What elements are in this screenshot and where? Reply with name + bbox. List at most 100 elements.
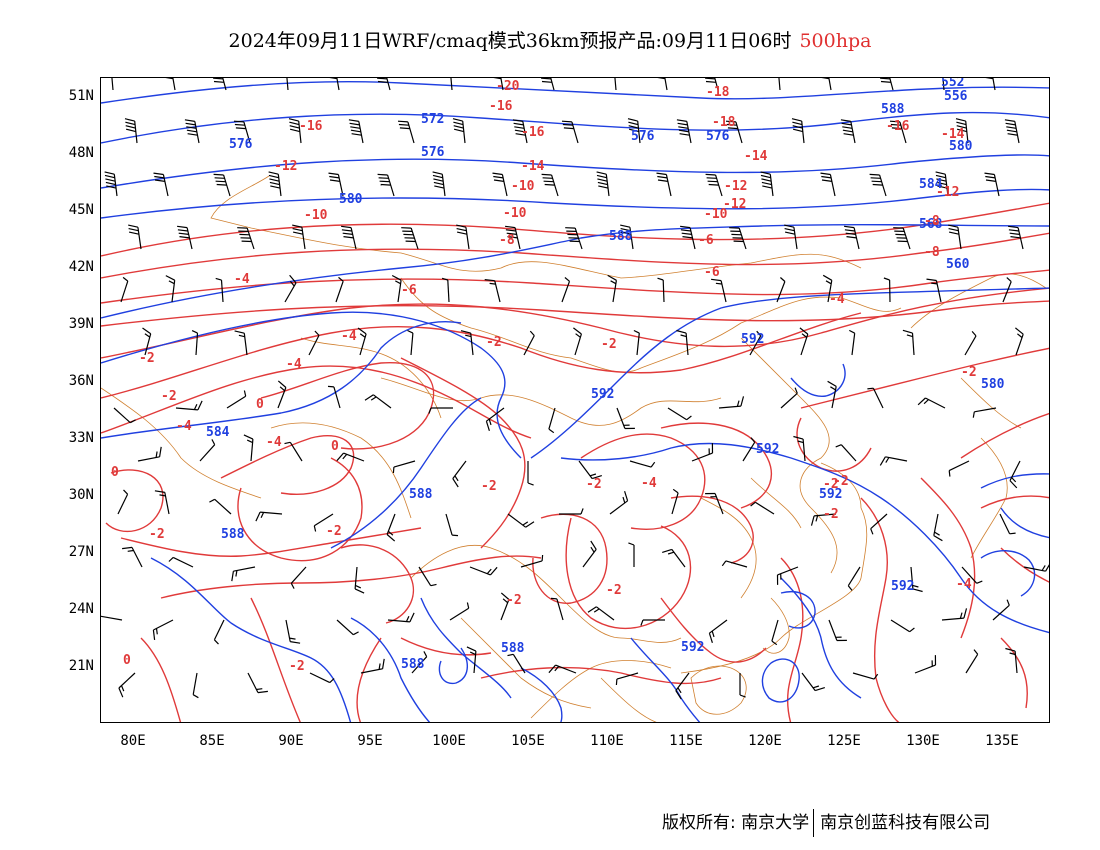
wind-barb	[191, 330, 199, 356]
boundary-line	[910, 273, 1047, 329]
wind-barb	[452, 118, 466, 144]
wind-barb	[128, 224, 142, 250]
longitude-tick-label: 110E	[590, 733, 624, 749]
wind-barb	[213, 78, 227, 91]
height-contour-label: 592	[756, 442, 779, 457]
latitude-tick-label: 39N	[68, 316, 94, 332]
temperature-isotherm	[250, 597, 301, 722]
temperature-contour-label: -2	[326, 524, 342, 539]
temperature-isotherm	[340, 544, 415, 624]
temperature-isotherm	[101, 300, 1049, 327]
temperature-isotherm	[101, 287, 1049, 359]
temperature-contour-label: -6	[401, 283, 417, 298]
wind-barb	[104, 171, 118, 197]
temperature-isotherm	[356, 637, 382, 722]
footer-divider	[813, 809, 815, 837]
wind-barb	[948, 460, 970, 477]
wind-barb	[721, 560, 748, 568]
height-contour-label: 576	[229, 137, 253, 152]
wind-barb	[154, 490, 170, 515]
wind-barb	[469, 566, 498, 576]
temperature-contour-label: -2	[289, 659, 305, 674]
wind-barb	[742, 437, 756, 462]
wind-barb	[335, 276, 344, 303]
height-contour	[101, 223, 1049, 319]
height-contour-label: 592	[891, 579, 914, 594]
height-contour-label: 580	[981, 377, 1005, 392]
wind-barb	[1015, 327, 1024, 356]
wind-barb	[329, 78, 340, 91]
height-contour-label: 560	[946, 257, 970, 272]
boundary-line	[600, 677, 657, 722]
temperature-isotherm	[780, 557, 804, 722]
wind-barb	[364, 394, 392, 409]
wind-barb	[336, 452, 365, 462]
wind-barb	[268, 171, 282, 197]
wind-barb	[880, 78, 894, 91]
wind-barb	[917, 397, 946, 409]
height-contour-label: 584	[919, 177, 943, 192]
temperature-contour-label: -2	[961, 365, 977, 380]
wind-barb	[725, 120, 743, 144]
company-name: 南京创蓝科技有限公司	[820, 813, 991, 833]
wind-barb	[445, 513, 459, 537]
wind-barb	[401, 227, 419, 250]
height-contour-label: 588	[409, 487, 433, 502]
height-contour-label: 584	[206, 425, 230, 440]
temperature-contour-label: -16	[886, 119, 910, 134]
wind-barb	[780, 387, 798, 409]
wind-barb	[101, 615, 123, 621]
wind-barb	[675, 672, 690, 700]
wind-barb	[852, 672, 879, 680]
wind-barb	[883, 277, 891, 303]
wind-barb	[407, 329, 414, 356]
height-contour-label: 576	[631, 129, 655, 144]
wind-barb	[776, 566, 799, 585]
wind-barb	[541, 173, 559, 197]
temperature-isotherm	[260, 362, 435, 450]
wind-barb	[964, 331, 977, 356]
wind-barb	[226, 390, 247, 409]
wind-barb	[168, 556, 194, 568]
wind-barb	[750, 501, 775, 515]
wind-barb	[231, 566, 256, 582]
wind-barb	[890, 619, 915, 633]
latitude-tick-label: 33N	[68, 430, 94, 446]
temperature-contour-label: -14	[744, 149, 768, 164]
wind-barb	[821, 78, 832, 91]
longitude-tick-label: 80E	[120, 733, 146, 749]
wind-barb	[793, 435, 806, 462]
wind-barb	[561, 120, 579, 144]
wind-barb	[360, 658, 385, 674]
temperature-contour-label: 0	[256, 397, 264, 412]
wind-barb	[620, 224, 634, 250]
wind-barb	[705, 173, 723, 197]
wind-barb	[867, 387, 884, 409]
wind-barb	[985, 78, 996, 91]
longitude-tick-label: 120E	[748, 733, 782, 749]
temperature-isotherm	[860, 497, 900, 722]
wind-barb	[124, 118, 138, 144]
wind-barb	[111, 78, 114, 91]
wind-barb	[910, 566, 923, 593]
wind-barb	[377, 78, 391, 91]
temperature-contour-label: -12	[274, 159, 297, 174]
wind-barb	[965, 649, 979, 674]
wind-barb	[199, 439, 216, 462]
temperature-isotherm	[101, 202, 1049, 257]
boundary-line	[960, 377, 1022, 429]
wind-barb	[847, 566, 861, 591]
temperature-contour-label: -2	[486, 335, 502, 350]
wind-barb	[955, 118, 969, 144]
temperature-contour-label: -16	[299, 119, 323, 134]
wind-barb	[485, 407, 505, 431]
height-contour	[101, 321, 462, 439]
wind-barb	[336, 619, 359, 636]
wind-barb	[118, 672, 136, 698]
temperature-isotherm	[960, 412, 1049, 459]
wind-barb	[656, 172, 672, 197]
temperature-contour-label: -2	[606, 583, 622, 598]
wind-barb	[657, 78, 668, 91]
wind-barb	[243, 434, 254, 462]
height-contour	[101, 188, 1049, 219]
